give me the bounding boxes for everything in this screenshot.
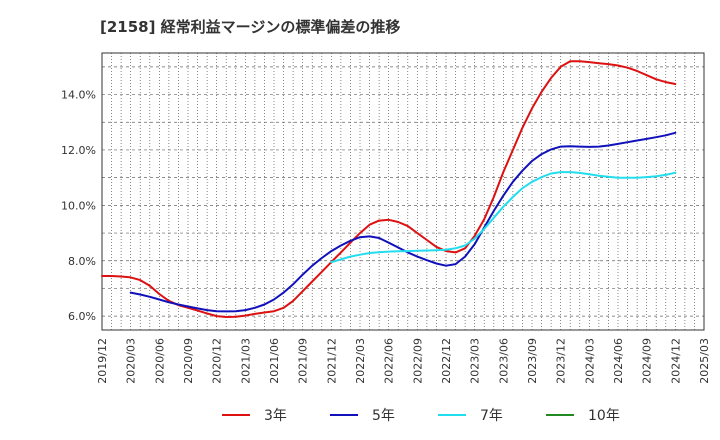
series-line-3年 (101, 60, 677, 318)
x-tick-label: 2021/12 (325, 338, 338, 384)
x-tick-label: 2023/06 (497, 338, 510, 384)
x-tick-label: 2025/03 (698, 338, 711, 384)
legend-label: 5年 (372, 408, 395, 424)
plot-area (102, 53, 704, 330)
x-tick-label: 2023/03 (469, 338, 482, 384)
x-tick-label: 2024/03 (583, 338, 596, 384)
y-tick-label: 6.0% (68, 310, 96, 323)
legend-label: 7年 (480, 408, 503, 424)
chart-title: [2158] 経常利益マージンの標準偏差の推移 (100, 18, 401, 36)
x-tick-label: 2022/03 (354, 338, 367, 384)
y-tick-label: 12.0% (61, 144, 96, 157)
x-tick-label: 2024/09 (641, 338, 654, 384)
x-tick-label: 2021/03 (239, 338, 252, 384)
x-tick-label: 2024/06 (612, 338, 625, 384)
y-tick-label: 10.0% (61, 199, 96, 212)
x-tick-label: 2021/09 (297, 338, 310, 384)
x-tick-label: 2022/09 (411, 338, 424, 384)
y-tick-label: 8.0% (68, 255, 96, 268)
x-tick-label: 2023/09 (526, 338, 539, 384)
y-tick-label: 14.0% (61, 89, 96, 102)
plot-border (101, 52, 705, 331)
x-tick-label: 2020/12 (211, 338, 224, 384)
legend-label: 10年 (588, 408, 620, 424)
x-tick-label: 2022/06 (383, 338, 396, 384)
x-tick-label: 2022/12 (440, 338, 453, 384)
x-tick-label: 2020/03 (125, 338, 138, 384)
x-tick-label: 2019/12 (96, 338, 109, 384)
x-tick-label: 2021/06 (268, 338, 281, 384)
series-line-5年 (129, 131, 677, 313)
x-tick-label: 2020/09 (182, 338, 195, 384)
series-line-7年 (330, 171, 677, 264)
x-tick-label: 2020/06 (153, 338, 166, 384)
legend-label: 3年 (264, 408, 287, 424)
x-tick-label: 2024/12 (669, 338, 682, 384)
x-tick-label: 2023/12 (555, 338, 568, 384)
